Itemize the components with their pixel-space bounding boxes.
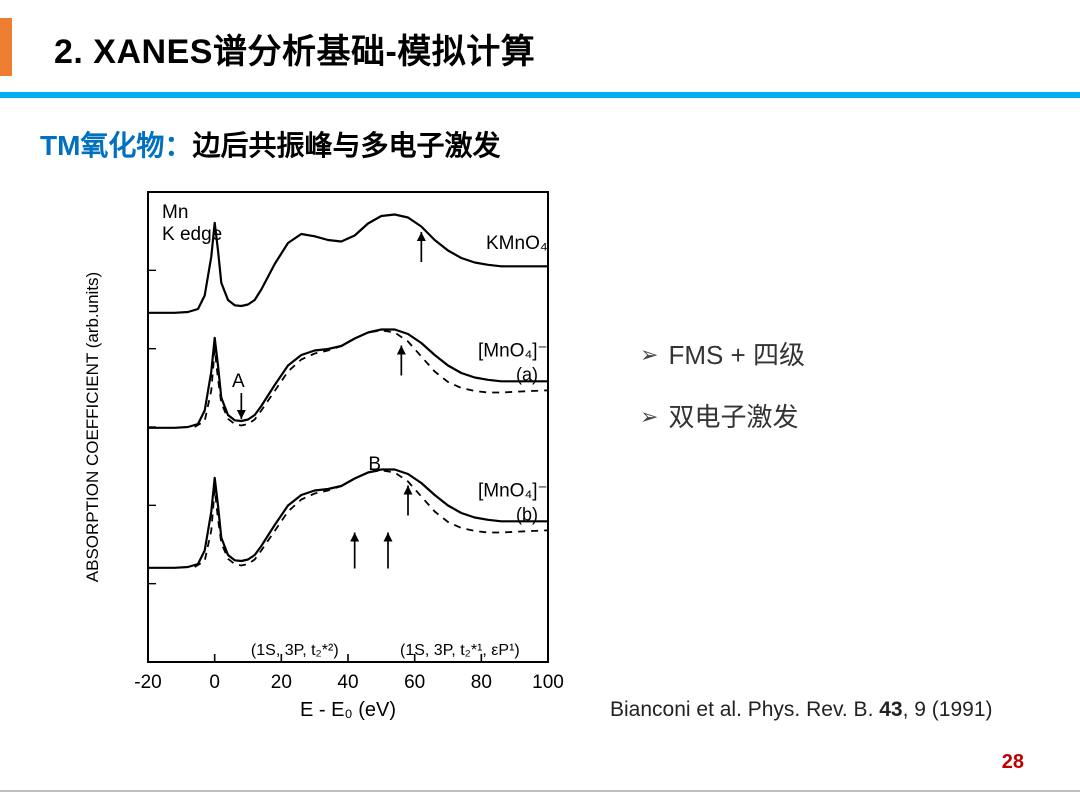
citation-post: , 9 (1991): [903, 698, 993, 721]
svg-text:[MnO₄]⁻: [MnO₄]⁻: [478, 341, 548, 362]
citation-volume: 43: [879, 698, 902, 721]
page-title: 2. XANES谱分析基础-模拟计算: [54, 24, 535, 73]
svg-text:60: 60: [404, 672, 425, 693]
svg-text:40: 40: [337, 672, 358, 693]
bullet-text: FMS + 四级: [668, 324, 805, 386]
divider-bar: [0, 92, 1080, 98]
chevron-icon: ➢: [640, 329, 658, 382]
svg-text:(b): (b): [516, 505, 538, 525]
subtitle-rest: 边后共振峰与多电子激发: [192, 130, 500, 161]
bullet-item: ➢ 双电子激发: [640, 386, 805, 448]
svg-text:[MnO₄]⁻: [MnO₄]⁻: [478, 481, 548, 502]
bullet-item: ➢ FMS + 四级: [640, 324, 805, 386]
bullet-text: 双电子激发: [668, 386, 798, 448]
svg-text:0: 0: [209, 672, 220, 693]
svg-text:A: A: [232, 371, 245, 392]
subtitle: TM氧化物：边后共振峰与多电子激发: [40, 124, 500, 164]
svg-text:(1S, 3P, t₂*¹, εP¹): (1S, 3P, t₂*¹, εP¹): [400, 642, 520, 659]
accent-bar: [0, 18, 12, 76]
citation-pre: Bianconi et al. Phys. Rev. B.: [610, 698, 879, 721]
bottom-rule: [0, 790, 1080, 792]
subtitle-prefix: TM氧化物：: [40, 130, 192, 161]
citation: Bianconi et al. Phys. Rev. B. 43, 9 (199…: [610, 698, 993, 722]
chevron-icon: ➢: [640, 391, 658, 444]
svg-text:20: 20: [271, 672, 292, 693]
svg-text:80: 80: [471, 672, 492, 693]
svg-text:100: 100: [532, 672, 564, 693]
svg-text:E - E₀ (eV): E - E₀ (eV): [300, 699, 396, 721]
svg-text:(1S, 3P, t₂*²): (1S, 3P, t₂*²): [251, 642, 339, 659]
xanes-chart: -20 0 20 40 60 80 100 E - E₀ (eV) ABSORPTION COE…: [70, 180, 580, 740]
svg-text:Mn: Mn: [162, 202, 188, 223]
svg-text:KMnO₄: KMnO₄: [486, 233, 548, 254]
svg-text:-20: -20: [134, 672, 161, 693]
svg-text:ABSORPTION COEFFICIENT (arb.un: ABSORPTION COEFFICIENT (arb.units): [83, 272, 102, 582]
page-number: 28: [1002, 751, 1024, 774]
svg-text:B: B: [368, 454, 381, 475]
bullet-list: ➢ FMS + 四级 ➢ 双电子激发: [640, 324, 805, 449]
svg-text:(a): (a): [516, 365, 538, 385]
